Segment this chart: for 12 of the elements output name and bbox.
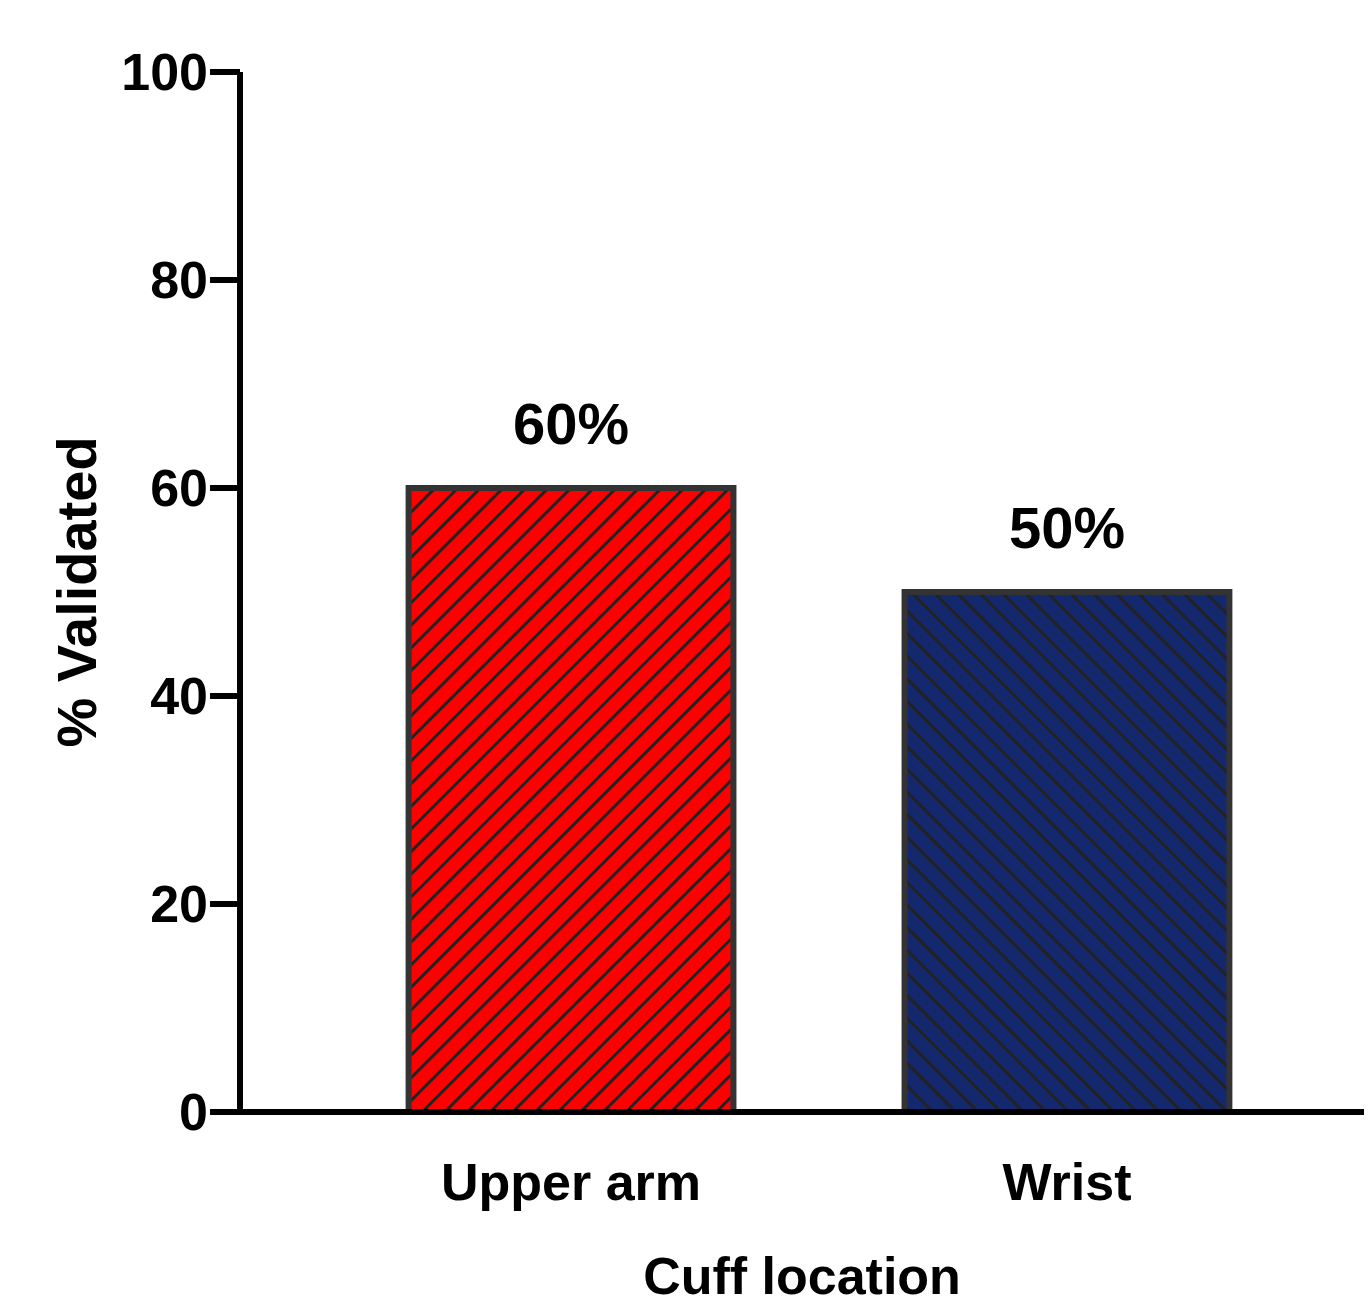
y-tick-label: 80 — [150, 251, 208, 310]
x-tick-label: Upper arm — [441, 1153, 702, 1211]
y-tick-label: 20 — [150, 875, 208, 934]
y-tick-label: 60 — [150, 459, 208, 518]
x-tick-label: Wrist — [1002, 1153, 1132, 1211]
x-axis-title: Cuff location — [643, 1247, 961, 1305]
data-label: 60% — [512, 391, 630, 456]
y-tick-label: 40 — [150, 667, 208, 726]
y-tick-label: 100 — [121, 43, 208, 102]
y-axis-title: % Validated — [45, 436, 108, 748]
y-tick-label: 0 — [179, 1083, 208, 1142]
data-label: 50% — [1008, 495, 1126, 560]
